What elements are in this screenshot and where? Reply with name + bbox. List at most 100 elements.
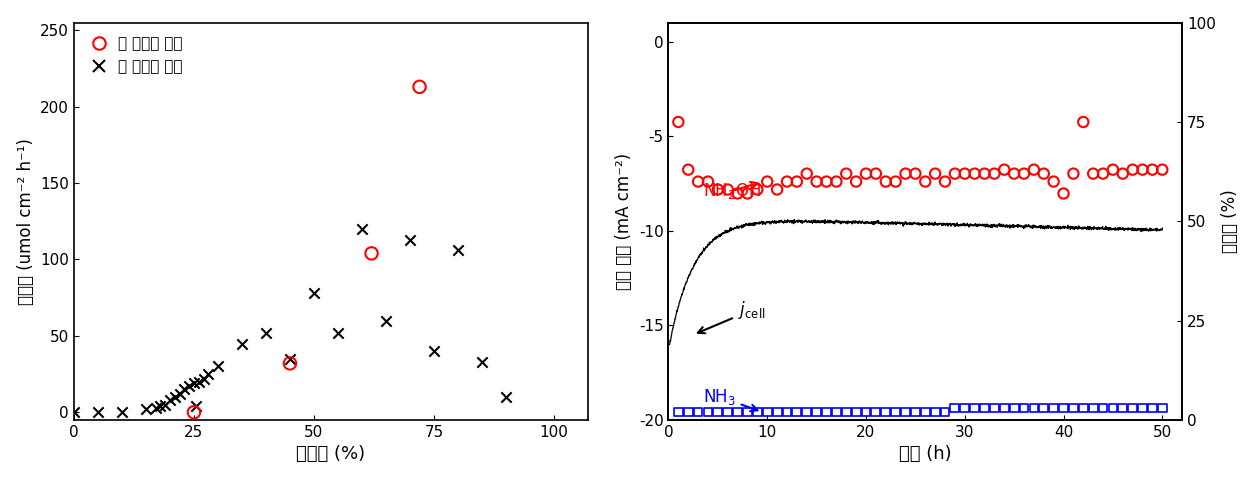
Point xyxy=(955,404,975,412)
Point xyxy=(1014,404,1034,412)
Point xyxy=(717,186,737,193)
Point xyxy=(1064,170,1084,178)
Point xyxy=(1093,404,1113,412)
Point xyxy=(806,408,826,416)
Point xyxy=(1103,404,1123,412)
Point xyxy=(916,408,936,416)
Point xyxy=(1123,166,1143,173)
Point xyxy=(777,408,798,416)
Point xyxy=(747,408,767,416)
Point xyxy=(668,408,688,416)
Point xyxy=(1143,166,1163,173)
Point xyxy=(855,170,875,178)
Point xyxy=(160,396,180,404)
Point xyxy=(934,178,955,185)
Point xyxy=(170,390,190,398)
X-axis label: 전환률 (%): 전환률 (%) xyxy=(296,445,365,463)
Point xyxy=(1133,166,1153,173)
Point xyxy=(777,178,798,185)
Point xyxy=(1064,404,1084,412)
Point xyxy=(175,385,195,393)
Point xyxy=(678,408,698,416)
Point xyxy=(896,408,916,416)
Point xyxy=(472,358,492,366)
Point xyxy=(1152,166,1172,173)
Point xyxy=(668,118,688,126)
Point xyxy=(146,404,166,411)
Point xyxy=(916,178,936,185)
Point xyxy=(698,408,718,416)
Point xyxy=(1004,170,1024,178)
Point xyxy=(352,225,372,233)
Point xyxy=(362,250,382,257)
Point xyxy=(796,408,816,416)
Point xyxy=(955,170,975,178)
Point xyxy=(1113,170,1133,178)
Point xyxy=(698,178,718,185)
Point xyxy=(154,401,175,408)
Point xyxy=(816,408,836,416)
Point xyxy=(896,170,916,178)
Point xyxy=(945,404,965,412)
Point xyxy=(995,404,1015,412)
Point xyxy=(1044,178,1064,185)
Point xyxy=(496,393,516,401)
Point xyxy=(975,170,995,178)
Point xyxy=(688,178,708,185)
Point xyxy=(1073,404,1093,412)
Y-axis label: 전류 밀도 (mA cm⁻²): 전류 밀도 (mA cm⁻²) xyxy=(615,153,633,290)
Point xyxy=(1152,404,1172,412)
Point xyxy=(232,340,252,348)
Point xyxy=(934,408,955,416)
Point xyxy=(985,170,1005,178)
Point xyxy=(737,190,757,197)
Point xyxy=(1143,404,1163,412)
Point xyxy=(875,408,896,416)
Point xyxy=(926,408,946,416)
Point xyxy=(1034,170,1054,178)
Point xyxy=(1113,404,1133,412)
Point xyxy=(945,170,965,178)
Point xyxy=(708,408,728,416)
Point xyxy=(409,83,430,91)
Point xyxy=(1103,166,1123,173)
Point xyxy=(865,170,885,178)
Point xyxy=(1054,190,1074,197)
Point xyxy=(757,408,777,416)
Point xyxy=(885,178,906,185)
Point xyxy=(796,170,816,178)
Point xyxy=(926,170,946,178)
Point xyxy=(136,406,156,413)
Point xyxy=(847,408,867,416)
Point xyxy=(826,408,847,416)
Point xyxy=(757,178,777,185)
Text: $j_\mathrm{cell}$: $j_\mathrm{cell}$ xyxy=(698,299,765,333)
Point xyxy=(1133,404,1153,412)
Point xyxy=(767,408,788,416)
Point xyxy=(376,317,396,324)
Point xyxy=(865,408,885,416)
Y-axis label: 전환률 (%): 전환률 (%) xyxy=(1221,190,1240,253)
Point xyxy=(995,166,1015,173)
Point xyxy=(806,178,826,185)
Point xyxy=(328,329,348,336)
Point xyxy=(1034,404,1054,412)
Point xyxy=(198,370,219,378)
Point xyxy=(727,408,747,416)
Point xyxy=(786,178,806,185)
Point xyxy=(183,408,203,416)
Point xyxy=(727,190,747,197)
Text: NH$_3$: NH$_3$ xyxy=(703,387,757,411)
Point xyxy=(786,408,806,416)
Point xyxy=(708,186,728,193)
Point xyxy=(423,348,443,355)
Point xyxy=(688,408,708,416)
Point xyxy=(1123,404,1143,412)
Point xyxy=(1024,166,1044,173)
Point xyxy=(717,408,737,416)
Point xyxy=(855,408,875,416)
Point xyxy=(906,170,926,178)
Point xyxy=(1083,404,1103,412)
Point xyxy=(186,402,206,410)
Point xyxy=(875,178,896,185)
